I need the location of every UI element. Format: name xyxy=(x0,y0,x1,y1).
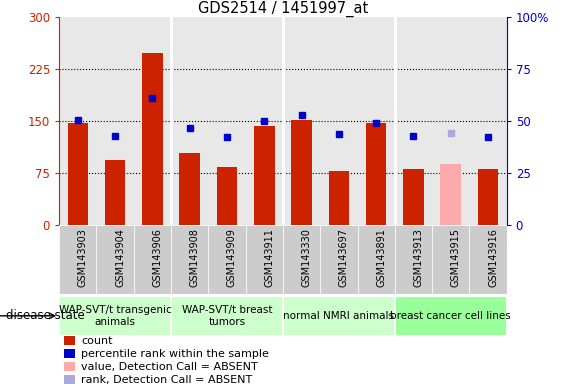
Text: GSM143697: GSM143697 xyxy=(339,228,349,287)
Bar xyxy=(283,296,395,336)
Text: GSM143916: GSM143916 xyxy=(488,228,498,287)
Text: disease state: disease state xyxy=(6,310,84,322)
Text: GSM143330: GSM143330 xyxy=(302,228,311,287)
Bar xyxy=(64,376,75,384)
Bar xyxy=(64,362,75,371)
Bar xyxy=(291,119,312,225)
Text: WAP-SVT/t breast
tumors: WAP-SVT/t breast tumors xyxy=(182,305,272,327)
Bar xyxy=(208,225,245,294)
Bar xyxy=(366,123,386,225)
Bar xyxy=(254,126,275,225)
Text: GSM143911: GSM143911 xyxy=(264,228,274,287)
Bar xyxy=(171,225,208,294)
Bar xyxy=(64,336,75,345)
Bar xyxy=(395,296,507,336)
Bar xyxy=(68,123,88,225)
Text: GSM143903: GSM143903 xyxy=(78,228,88,287)
Text: GSM143913: GSM143913 xyxy=(413,228,423,287)
Text: normal NMRI animals: normal NMRI animals xyxy=(283,311,394,321)
Text: WAP-SVT/t transgenic
animals: WAP-SVT/t transgenic animals xyxy=(59,305,172,327)
Text: GSM143915: GSM143915 xyxy=(451,228,461,287)
Bar xyxy=(171,296,283,336)
Bar xyxy=(245,225,283,294)
Bar xyxy=(64,349,75,358)
Bar xyxy=(142,53,163,225)
Bar xyxy=(329,171,349,225)
Bar xyxy=(478,169,498,225)
Bar xyxy=(470,225,507,294)
Text: breast cancer cell lines: breast cancer cell lines xyxy=(390,311,511,321)
Text: GSM143906: GSM143906 xyxy=(153,228,162,287)
Bar xyxy=(403,169,424,225)
Title: GDS2514 / 1451997_at: GDS2514 / 1451997_at xyxy=(198,1,368,17)
Bar xyxy=(217,167,237,225)
Bar xyxy=(395,225,432,294)
Text: percentile rank within the sample: percentile rank within the sample xyxy=(82,349,269,359)
Text: count: count xyxy=(82,336,113,346)
Bar xyxy=(358,225,395,294)
Bar xyxy=(283,225,320,294)
Text: value, Detection Call = ABSENT: value, Detection Call = ABSENT xyxy=(82,362,258,372)
Text: GSM143908: GSM143908 xyxy=(190,228,200,287)
Bar xyxy=(96,225,133,294)
Bar xyxy=(134,225,171,294)
Bar xyxy=(320,225,358,294)
Bar xyxy=(180,154,200,225)
Bar xyxy=(105,161,126,225)
Text: GSM143904: GSM143904 xyxy=(115,228,125,287)
Bar xyxy=(59,225,96,294)
Text: GSM143891: GSM143891 xyxy=(376,228,386,287)
Bar xyxy=(440,164,461,225)
Bar xyxy=(432,225,470,294)
Text: rank, Detection Call = ABSENT: rank, Detection Call = ABSENT xyxy=(82,375,253,384)
Text: GSM143909: GSM143909 xyxy=(227,228,237,287)
Bar xyxy=(59,296,171,336)
